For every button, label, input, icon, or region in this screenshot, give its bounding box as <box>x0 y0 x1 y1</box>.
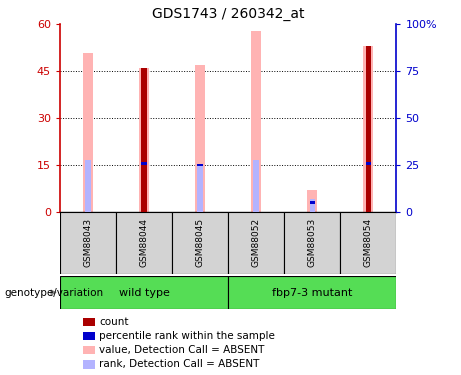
Text: count: count <box>99 317 129 327</box>
Bar <box>228 276 396 309</box>
Text: GSM88054: GSM88054 <box>364 218 373 267</box>
Bar <box>197 165 203 212</box>
Text: fbp7-3 mutant: fbp7-3 mutant <box>272 288 353 297</box>
Text: value, Detection Call = ABSENT: value, Detection Call = ABSENT <box>99 345 265 355</box>
Bar <box>307 190 317 212</box>
Bar <box>83 346 95 354</box>
Bar <box>228 212 284 274</box>
Bar <box>340 212 396 274</box>
Bar <box>60 276 228 309</box>
Text: wild type: wild type <box>118 288 170 297</box>
Bar <box>251 31 261 212</box>
Bar <box>284 212 340 274</box>
Text: GSM88052: GSM88052 <box>252 218 261 267</box>
Title: GDS1743 / 260342_at: GDS1743 / 260342_at <box>152 7 304 21</box>
Bar <box>363 46 373 212</box>
Bar <box>85 160 91 212</box>
Text: genotype/variation: genotype/variation <box>5 288 104 297</box>
Text: GSM88044: GSM88044 <box>140 218 148 267</box>
Bar <box>83 332 95 340</box>
Bar <box>60 212 116 274</box>
Text: GSM88045: GSM88045 <box>195 218 205 267</box>
Bar <box>309 201 315 204</box>
Bar <box>254 160 259 212</box>
Bar <box>366 46 371 212</box>
Text: GSM88043: GSM88043 <box>83 218 93 267</box>
Bar <box>141 162 147 165</box>
Bar <box>83 318 95 326</box>
Bar <box>309 200 315 212</box>
Bar <box>172 212 228 274</box>
Bar <box>141 68 147 212</box>
Bar <box>197 164 203 166</box>
Bar <box>83 360 95 369</box>
Bar <box>195 65 205 212</box>
Bar <box>366 162 371 165</box>
Bar <box>139 68 149 212</box>
Text: GSM88053: GSM88053 <box>308 218 317 267</box>
Bar <box>116 212 172 274</box>
Bar <box>83 53 93 212</box>
Text: rank, Detection Call = ABSENT: rank, Detection Call = ABSENT <box>99 360 260 369</box>
Text: percentile rank within the sample: percentile rank within the sample <box>99 331 275 341</box>
